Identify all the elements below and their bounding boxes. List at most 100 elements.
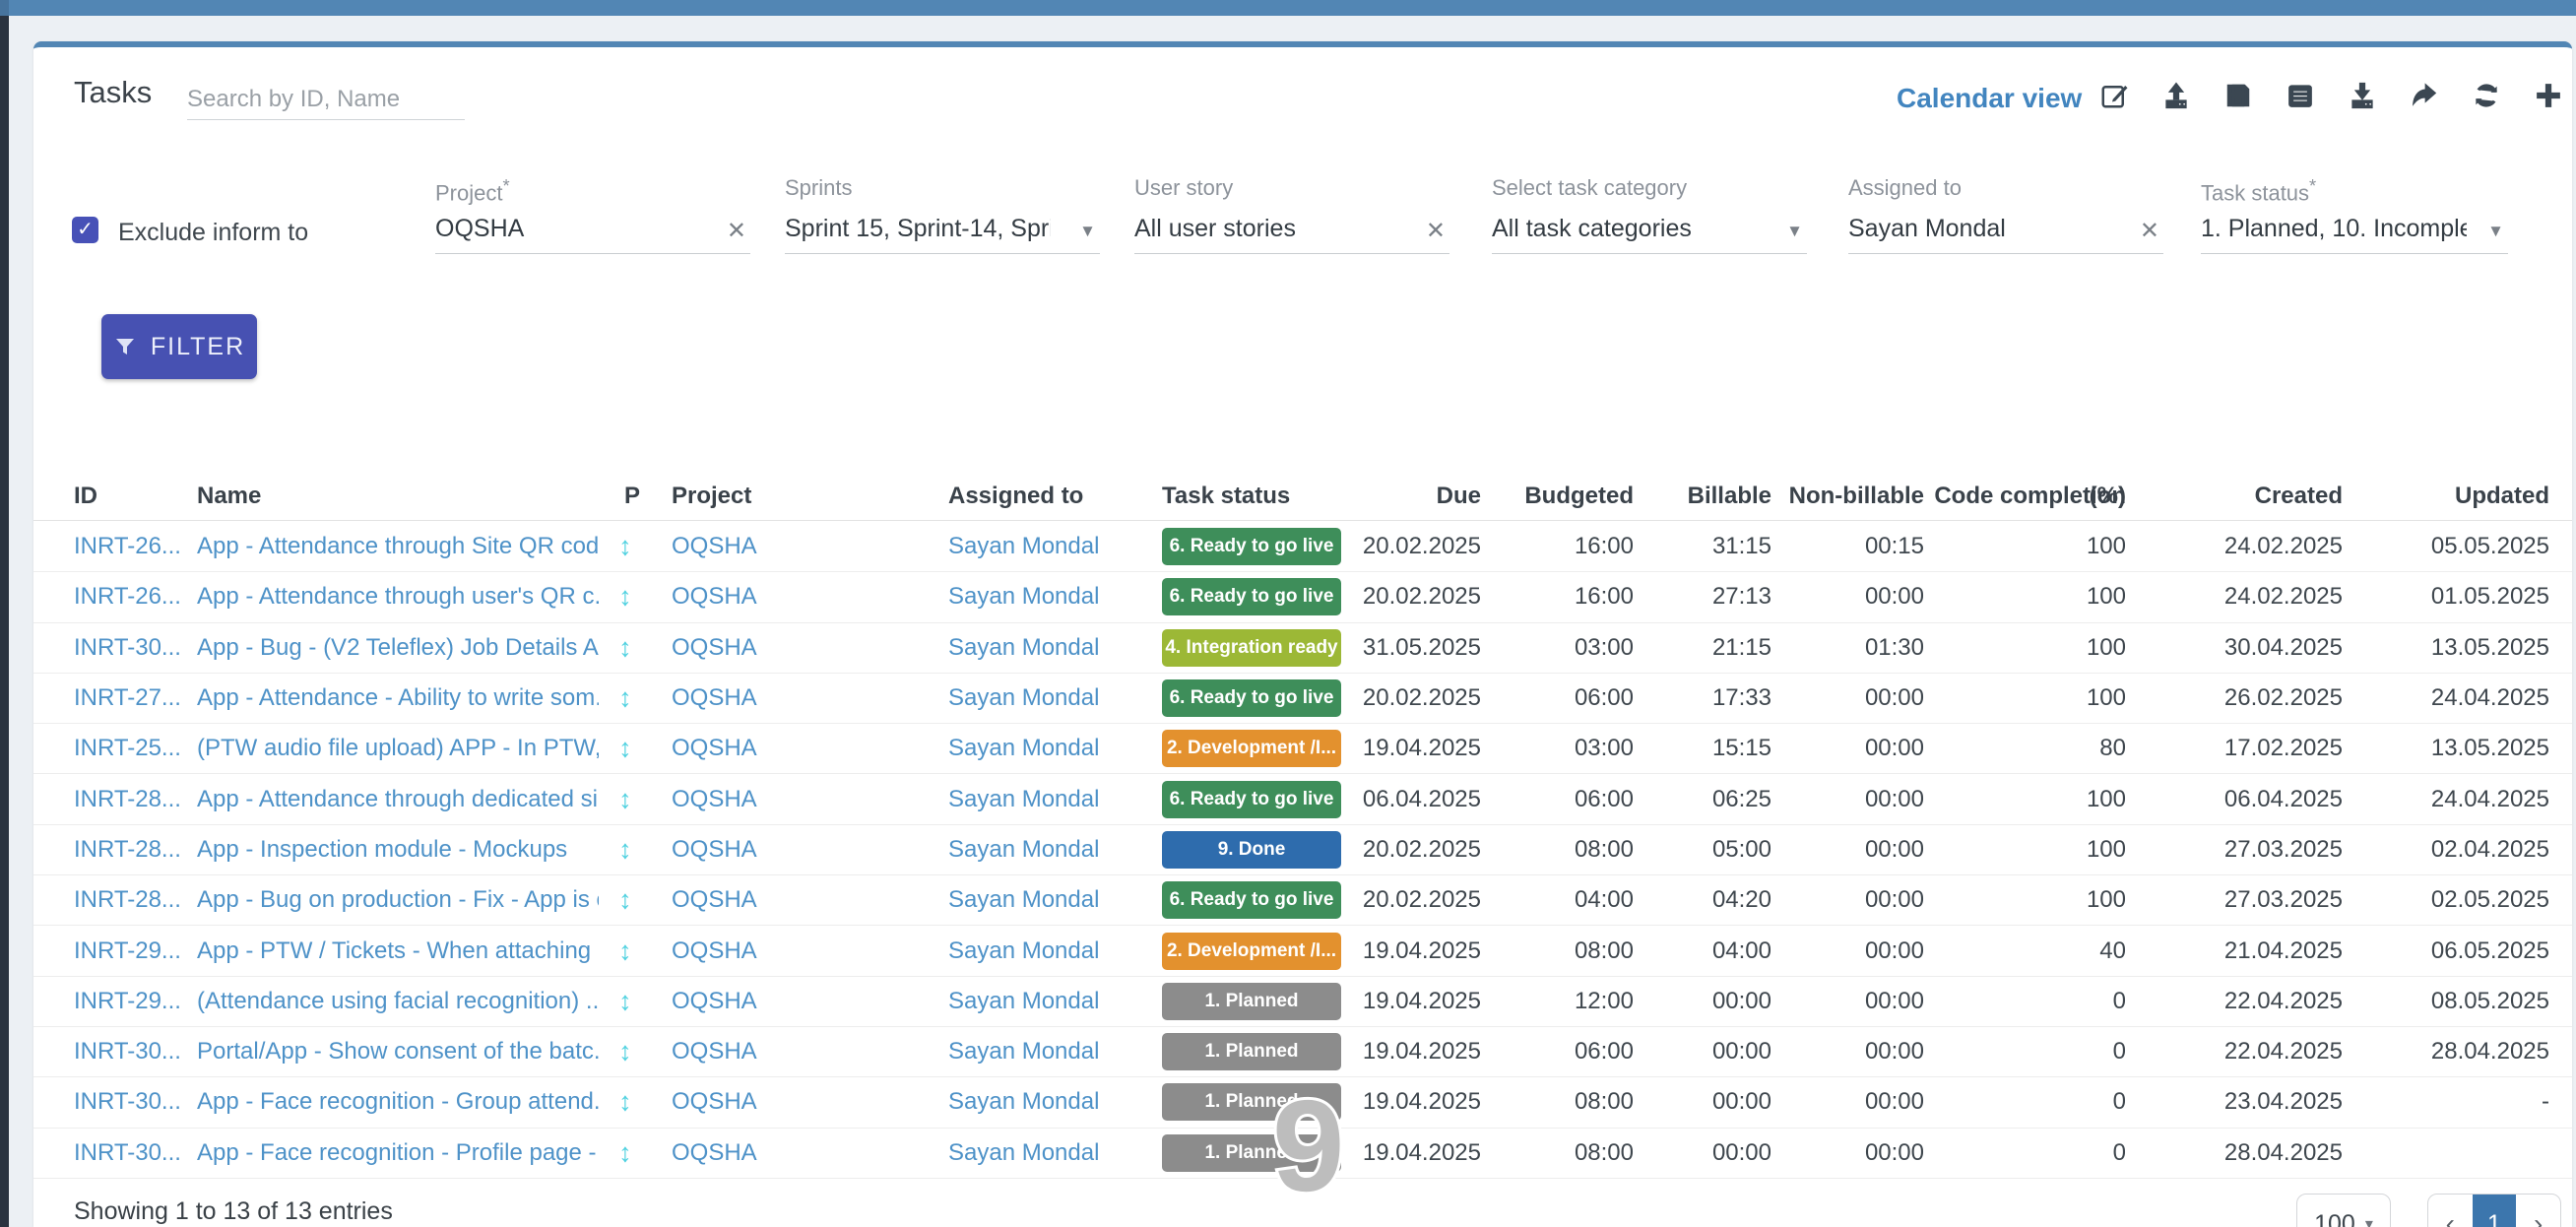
col-header-non-billable[interactable]: Non-billable xyxy=(1788,483,1924,509)
col-header-status[interactable]: Task status xyxy=(1162,483,1291,509)
save-icon[interactable] xyxy=(2223,81,2253,110)
prev-page-button[interactable]: ‹ xyxy=(2445,1208,2455,1227)
col-header-id[interactable]: ID xyxy=(74,483,97,509)
task-name-link[interactable]: App - Face recognition - Profile page - … xyxy=(197,1138,599,1166)
task-id-link[interactable]: INRT-26... xyxy=(74,583,181,611)
task-id-link[interactable]: INRT-28... xyxy=(74,835,181,863)
filter-sprints-value[interactable]: Sprint 15, Sprint-14, Spri... xyxy=(785,215,1051,242)
priority-arrows-icon[interactable]: ↕ xyxy=(618,1086,632,1117)
next-page-button[interactable]: › xyxy=(2534,1208,2544,1227)
priority-arrows-icon[interactable]: ↕ xyxy=(618,733,632,763)
task-name-link[interactable]: App - Attendance through dedicated si... xyxy=(197,785,599,812)
assigned-to-link[interactable]: Sayan Mondal xyxy=(948,936,1100,964)
assigned-to-link[interactable]: Sayan Mondal xyxy=(948,735,1100,762)
assigned-to-link[interactable]: Sayan Mondal xyxy=(948,987,1100,1014)
col-header-billable[interactable]: Billable xyxy=(1687,483,1771,509)
project-link[interactable]: OQSHA xyxy=(672,936,757,964)
calendar-view-link[interactable]: Calendar view xyxy=(1897,83,2083,113)
priority-arrows-icon[interactable]: ↕ xyxy=(618,1036,632,1066)
project-link[interactable]: OQSHA xyxy=(672,735,757,762)
priority-arrows-icon[interactable]: ↕ xyxy=(618,936,632,966)
task-name-link[interactable]: App - Bug - (V2 Teleflex) Job Details Ap… xyxy=(197,633,599,661)
dropdown-arrow-icon[interactable]: ▼ xyxy=(1786,222,1803,240)
task-id-link[interactable]: INRT-26... xyxy=(74,533,181,560)
search-input[interactable] xyxy=(187,79,465,120)
project-link[interactable]: OQSHA xyxy=(672,533,757,560)
col-header-priority[interactable]: P xyxy=(624,483,641,509)
col-header-project[interactable]: Project xyxy=(672,483,752,509)
filter-assigned-to-value[interactable]: Sayan Mondal xyxy=(1848,215,2006,242)
filter-task-category-value[interactable]: All task categories xyxy=(1492,215,1692,242)
project-link[interactable]: OQSHA xyxy=(672,1038,757,1066)
task-id-link[interactable]: INRT-30... xyxy=(74,633,181,661)
assigned-to-link[interactable]: Sayan Mondal xyxy=(948,583,1100,611)
col-header-created[interactable]: Created xyxy=(2254,483,2343,509)
project-link[interactable]: OQSHA xyxy=(672,633,757,661)
task-name-link[interactable]: (PTW audio file upload) APP - In PTW, ..… xyxy=(197,735,599,762)
upload-icon[interactable] xyxy=(2161,81,2191,110)
priority-arrows-icon[interactable]: ↕ xyxy=(618,682,632,713)
task-name-link[interactable]: Portal/App - Show consent of the batc... xyxy=(197,1038,599,1066)
project-link[interactable]: OQSHA xyxy=(672,1138,757,1166)
priority-arrows-icon[interactable]: ↕ xyxy=(618,884,632,915)
task-name-link[interactable]: App - Face recognition - Group attend... xyxy=(197,1088,599,1116)
col-header-code-completion[interactable]: Code completion xyxy=(1934,483,2126,509)
task-id-link[interactable]: INRT-29... xyxy=(74,936,181,964)
filter-button[interactable]: FILTER xyxy=(101,314,257,379)
page-1-button[interactable]: 1 xyxy=(2472,1195,2517,1227)
project-link[interactable]: OQSHA xyxy=(672,987,757,1014)
task-name-link[interactable]: App - Attendance through Site QR code. xyxy=(197,533,599,560)
task-id-link[interactable]: INRT-29... xyxy=(74,987,181,1014)
task-name-link[interactable]: App - Bug on production - Fix - App is c… xyxy=(197,886,599,914)
clear-icon[interactable]: ✕ xyxy=(1425,218,1446,244)
priority-arrows-icon[interactable]: ↕ xyxy=(618,581,632,612)
project-link[interactable]: OQSHA xyxy=(672,583,757,611)
task-id-link[interactable]: INRT-27... xyxy=(74,684,181,712)
task-id-link[interactable]: INRT-30... xyxy=(74,1088,181,1116)
col-header-budgeted[interactable]: Budgeted xyxy=(1524,483,1634,509)
project-link[interactable]: OQSHA xyxy=(672,684,757,712)
task-name-link[interactable]: App - Inspection module - Mockups xyxy=(197,835,568,863)
priority-arrows-icon[interactable]: ↕ xyxy=(618,1137,632,1168)
clear-icon[interactable]: ✕ xyxy=(2139,218,2159,244)
task-id-link[interactable]: INRT-25... xyxy=(74,735,181,762)
assigned-to-link[interactable]: Sayan Mondal xyxy=(948,835,1100,863)
col-header-updated[interactable]: Updated xyxy=(2455,483,2549,509)
download-icon[interactable] xyxy=(2348,81,2377,110)
assigned-to-link[interactable]: Sayan Mondal xyxy=(948,1088,1100,1116)
page-size-select[interactable]: 100 ▾ xyxy=(2296,1194,2391,1227)
col-header-name[interactable]: Name xyxy=(197,483,262,509)
priority-arrows-icon[interactable]: ↕ xyxy=(618,531,632,561)
col-header-assigned[interactable]: Assigned to xyxy=(948,483,1084,509)
assigned-to-link[interactable]: Sayan Mondal xyxy=(948,886,1100,914)
share-icon[interactable] xyxy=(2410,81,2439,110)
exclude-inform-checkbox[interactable]: ✓ xyxy=(72,217,98,243)
filter-user-story-value[interactable]: All user stories xyxy=(1134,215,1296,242)
col-header-due[interactable]: Due xyxy=(1436,483,1481,509)
task-id-link[interactable]: INRT-28... xyxy=(74,886,181,914)
task-name-link[interactable]: App - PTW / Tickets - When attaching p..… xyxy=(197,936,599,964)
task-name-link[interactable]: (Attendance using facial recognition) ..… xyxy=(197,987,599,1014)
add-icon[interactable] xyxy=(2534,81,2563,110)
project-link[interactable]: OQSHA xyxy=(672,1088,757,1116)
dropdown-arrow-icon[interactable]: ▼ xyxy=(1079,222,1096,240)
task-name-link[interactable]: App - Attendance through user's QR c... xyxy=(197,583,599,611)
list-view-icon[interactable] xyxy=(2286,81,2315,110)
dropdown-arrow-icon[interactable]: ▼ xyxy=(2487,222,2504,240)
assigned-to-link[interactable]: Sayan Mondal xyxy=(948,1138,1100,1166)
assigned-to-link[interactable]: Sayan Mondal xyxy=(948,684,1100,712)
task-id-link[interactable]: INRT-30... xyxy=(74,1038,181,1066)
priority-arrows-icon[interactable]: ↕ xyxy=(618,784,632,814)
priority-arrows-icon[interactable]: ↕ xyxy=(618,632,632,663)
assigned-to-link[interactable]: Sayan Mondal xyxy=(948,1038,1100,1066)
project-link[interactable]: OQSHA xyxy=(672,785,757,812)
assigned-to-link[interactable]: Sayan Mondal xyxy=(948,533,1100,560)
priority-arrows-icon[interactable]: ↕ xyxy=(618,986,632,1016)
priority-arrows-icon[interactable]: ↕ xyxy=(618,834,632,865)
project-link[interactable]: OQSHA xyxy=(672,886,757,914)
project-link[interactable]: OQSHA xyxy=(672,835,757,863)
filter-project-value[interactable]: OQSHA xyxy=(435,215,525,242)
assigned-to-link[interactable]: Sayan Mondal xyxy=(948,633,1100,661)
assigned-to-link[interactable]: Sayan Mondal xyxy=(948,785,1100,812)
task-id-link[interactable]: INRT-30... xyxy=(74,1138,181,1166)
